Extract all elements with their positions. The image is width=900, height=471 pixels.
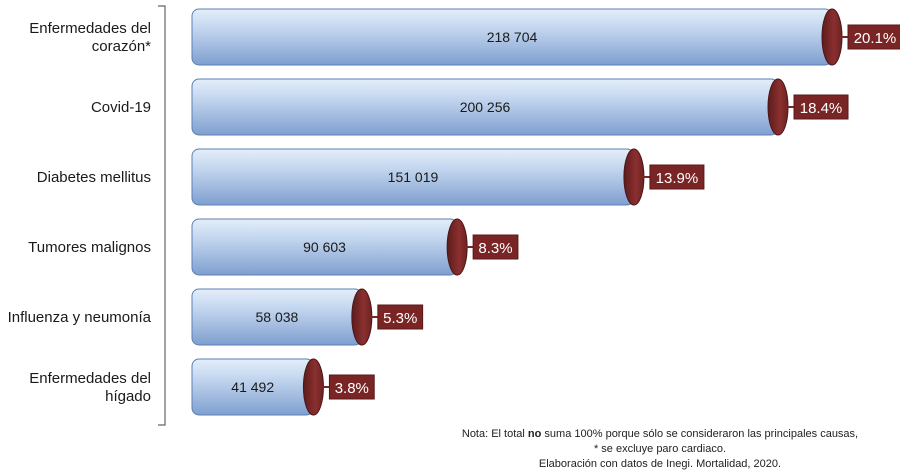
percent-label: 3.8%	[335, 380, 369, 397]
bar-value-label: 41 492	[231, 379, 274, 395]
category-label: corazón*	[92, 38, 151, 55]
percent-badge	[793, 94, 849, 120]
bar-end-cap	[351, 288, 373, 346]
chart-note-line2: * se excluye paro cardiaco.	[593, 443, 727, 455]
category-label: Covid-19	[91, 99, 151, 116]
category-label: hígado	[105, 388, 151, 405]
note-bold: no	[527, 428, 542, 440]
bar-value-label: 151 019	[388, 169, 439, 185]
category-label: Tumores malignos	[28, 239, 151, 256]
bar-end-cap	[446, 218, 468, 276]
chart-note-line1: Nota: El total no suma 100% porque sólo …	[360, 428, 900, 440]
category-label: Influenza y neumonía	[8, 309, 152, 326]
percent-label: 13.9%	[656, 170, 699, 187]
note-suffix: suma 100% porque sólo se consideraron la…	[541, 428, 859, 440]
percent-badge	[649, 164, 705, 190]
chart-note-source: Elaboración con datos de Inegi. Mortalid…	[538, 458, 782, 470]
bar-end-cap	[302, 358, 324, 416]
percent-label: 18.4%	[800, 100, 843, 117]
percent-label: 8.3%	[478, 240, 512, 257]
note-prefix: Nota: El total	[461, 428, 528, 440]
category-label: Diabetes mellitus	[37, 169, 151, 186]
bar-value-label: 200 256	[460, 99, 511, 115]
percent-label: 20.1%	[854, 30, 897, 47]
percent-badge	[472, 234, 519, 260]
bar-value-label: 90 603	[303, 239, 346, 255]
category-label: Enfermedades del	[29, 370, 151, 387]
percent-label: 5.3%	[383, 310, 417, 327]
bar-end-cap	[767, 78, 789, 136]
bar-value-label: 218 704	[487, 29, 538, 45]
bar-end-cap	[821, 8, 843, 66]
category-label: Enfermedades del	[29, 20, 151, 37]
percent-badge	[328, 374, 375, 400]
bar-end-cap	[623, 148, 645, 206]
percent-badge	[847, 24, 900, 50]
category-axis-bracket	[158, 5, 166, 426]
percent-badge	[377, 304, 424, 330]
bar-value-label: 58 038	[256, 309, 299, 325]
